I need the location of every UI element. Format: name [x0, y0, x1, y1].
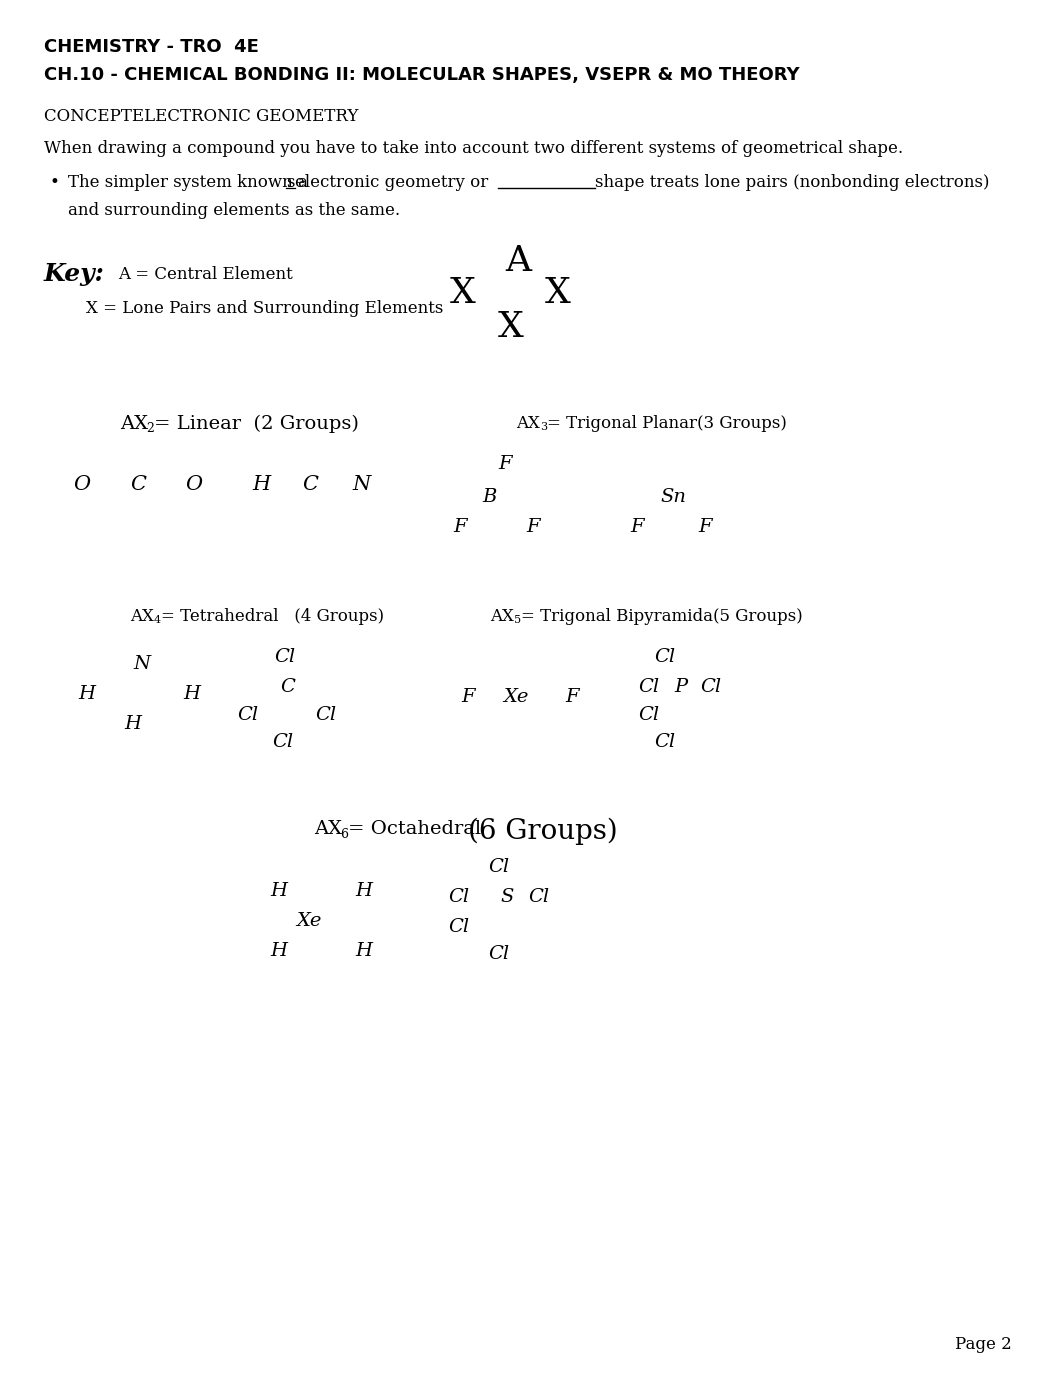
Text: AX: AX: [516, 416, 539, 432]
Text: N: N: [352, 475, 371, 494]
Text: H: H: [270, 882, 287, 900]
Text: Xe: Xe: [503, 688, 529, 706]
Text: = Linear  (2 Groups): = Linear (2 Groups): [154, 416, 359, 433]
Text: A: A: [506, 244, 531, 278]
Text: 6: 6: [340, 828, 348, 841]
Text: Cl: Cl: [700, 678, 721, 696]
Text: and surrounding elements as the same.: and surrounding elements as the same.: [68, 202, 400, 219]
Text: AX: AX: [314, 820, 342, 838]
Text: = Octahedral: = Octahedral: [348, 820, 487, 838]
Text: C: C: [302, 475, 318, 494]
Text: Cl: Cl: [237, 706, 258, 724]
Text: H: H: [355, 943, 372, 960]
Text: 3: 3: [539, 422, 547, 432]
Text: AX: AX: [130, 608, 154, 625]
Text: shape treats lone pairs (nonbonding electrons): shape treats lone pairs (nonbonding elec…: [595, 173, 990, 191]
Text: X: X: [545, 277, 570, 310]
Text: N: N: [133, 655, 150, 673]
Text: Cl: Cl: [448, 888, 469, 905]
Text: A = Central Element: A = Central Element: [118, 266, 293, 283]
Text: H: H: [78, 685, 95, 703]
Text: Cl: Cl: [638, 706, 660, 724]
Text: = Trigonal Planar(3 Groups): = Trigonal Planar(3 Groups): [547, 416, 787, 432]
Text: 2: 2: [145, 422, 154, 435]
Text: F: F: [498, 455, 512, 473]
Text: X: X: [450, 277, 476, 310]
Text: AX: AX: [490, 608, 514, 625]
Text: Cl: Cl: [489, 859, 509, 877]
Text: = Trigonal Bipyramida(5 Groups): = Trigonal Bipyramida(5 Groups): [521, 608, 803, 625]
Text: Xe: Xe: [296, 912, 322, 930]
Text: Page 2: Page 2: [955, 1336, 1012, 1353]
Text: S: S: [500, 888, 513, 905]
Text: Key:: Key:: [44, 261, 105, 286]
Text: H: H: [355, 882, 372, 900]
Text: X: X: [498, 310, 524, 344]
Text: H: H: [270, 943, 287, 960]
Text: O: O: [185, 475, 202, 494]
Text: s: s: [286, 173, 294, 191]
Text: CH.10 - CHEMICAL BONDING II: MOLECULAR SHAPES, VSEPR & MO THEORY: CH.10 - CHEMICAL BONDING II: MOLECULAR S…: [44, 66, 800, 84]
Text: = Tetrahedral   (4 Groups): = Tetrahedral (4 Groups): [161, 608, 384, 625]
Text: The simpler system known a: The simpler system known a: [68, 173, 308, 191]
Text: When drawing a compound you have to take into account two different systems of g: When drawing a compound you have to take…: [44, 140, 903, 157]
Text: H: H: [252, 475, 270, 494]
Text: C: C: [280, 678, 295, 696]
Text: electronic geometry or: electronic geometry or: [295, 173, 489, 191]
Text: Cl: Cl: [274, 648, 295, 666]
Text: H: H: [183, 685, 200, 703]
Text: Cl: Cl: [638, 678, 660, 696]
Text: F: F: [461, 688, 475, 706]
Text: Cl: Cl: [448, 918, 469, 936]
Text: B: B: [482, 488, 496, 506]
Text: F: F: [565, 688, 579, 706]
Text: F: F: [526, 517, 539, 537]
Text: Cl: Cl: [528, 888, 549, 905]
Text: F: F: [453, 517, 466, 537]
Text: Cl: Cl: [654, 733, 675, 751]
Text: F: F: [630, 517, 644, 537]
Text: Cl: Cl: [654, 648, 675, 666]
Text: X = Lone Pairs and Surrounding Elements: X = Lone Pairs and Surrounding Elements: [86, 300, 443, 316]
Text: CHEMISTRY - TRO  4E: CHEMISTRY - TRO 4E: [44, 39, 259, 56]
Text: P: P: [674, 678, 687, 696]
Text: AX: AX: [120, 416, 148, 433]
Text: Cl: Cl: [489, 945, 509, 963]
Text: Cl: Cl: [315, 706, 337, 724]
Text: Sn: Sn: [660, 488, 686, 506]
Text: H: H: [124, 716, 141, 733]
Text: O: O: [73, 475, 90, 494]
Text: F: F: [698, 517, 712, 537]
Text: 4: 4: [154, 615, 161, 625]
Text: Cl: Cl: [272, 733, 293, 751]
Text: •: •: [50, 173, 59, 191]
Text: CONCEPTELECTRONIC GEOMETRY: CONCEPTELECTRONIC GEOMETRY: [44, 107, 358, 125]
Text: (6 Groups): (6 Groups): [468, 817, 618, 845]
Text: 5: 5: [514, 615, 521, 625]
Text: C: C: [130, 475, 145, 494]
